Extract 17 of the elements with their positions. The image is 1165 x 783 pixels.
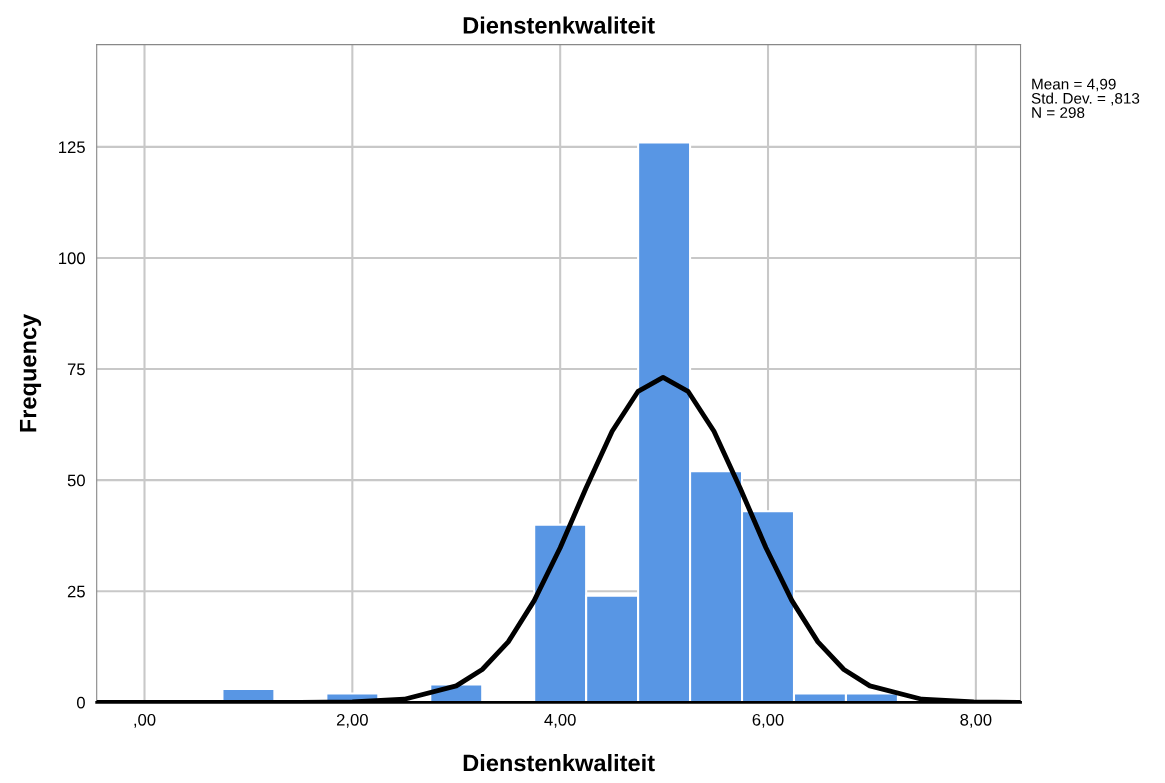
text: Std. Dev. = ,813 [1031, 92, 1140, 106]
text: Mean = 4,99 [1032, 78, 1116, 92]
x-tick-label: 6,00 [752, 713, 784, 728]
x-tick-label: 2,00 [336, 713, 368, 728]
x-tick-label: 8,00 [960, 713, 992, 728]
x-axis-title: Dienstenkwaliteit [463, 754, 655, 772]
y-tick-label: 100 [59, 252, 85, 265]
y-tick-label: 125 [59, 141, 85, 154]
chart-title: Dienstenkwaliteit [463, 16, 655, 34]
y-tick-label: 75 [67, 363, 85, 376]
x-tick-label: ,00 [134, 713, 156, 728]
y-tick-label: 0 [76, 696, 85, 709]
y-tick-label: 50 [67, 474, 85, 487]
y-tick-label: 25 [67, 585, 85, 598]
y-axis-title: Frequency [19, 313, 42, 432]
x-tick-label: 4,00 [544, 713, 576, 728]
text: N = 298 [1032, 107, 1085, 119]
